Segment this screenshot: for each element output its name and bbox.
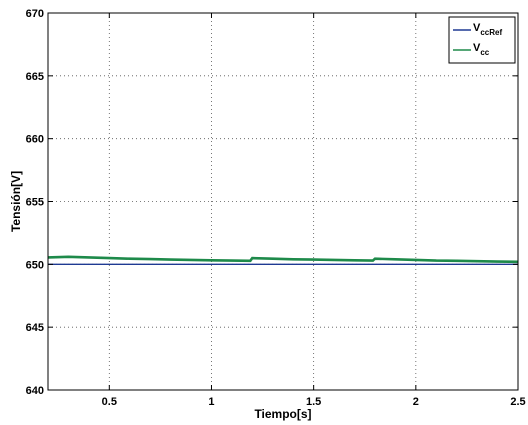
plot-frame <box>47 12 519 391</box>
x-tick-label: 1.5 <box>306 396 321 408</box>
series-layer <box>47 255 519 265</box>
y-tick-label: 640 <box>26 385 44 397</box>
x-tick-label: 1 <box>208 396 214 408</box>
y-tick-label: 660 <box>26 134 44 146</box>
legend-box <box>448 16 516 64</box>
ticks: 0.5 1 1.5 2 2.5 640 645 650 655 660 665 670 <box>26 8 526 408</box>
x-tick-label: 2 <box>413 396 419 408</box>
x-axis-label: Tiempo[s] <box>254 407 311 421</box>
y-tick-label: 670 <box>26 8 44 20</box>
legend: VccRef Vcc <box>448 16 516 64</box>
y-axis-label: Tensión[V] <box>9 171 23 232</box>
legend-label-VccRef: VccRef <box>473 22 502 37</box>
legend-label-Vcc: Vcc <box>473 42 490 57</box>
series-line-Vcc <box>47 255 519 264</box>
grid <box>48 12 519 391</box>
x-tick-label: 0.5 <box>102 396 117 408</box>
y-tick-label: 645 <box>26 322 44 334</box>
x-tick-label: 2.5 <box>510 396 525 408</box>
y-tick-label: 650 <box>26 259 44 271</box>
y-tick-label: 655 <box>26 197 44 209</box>
y-tick-label: 665 <box>26 71 44 83</box>
